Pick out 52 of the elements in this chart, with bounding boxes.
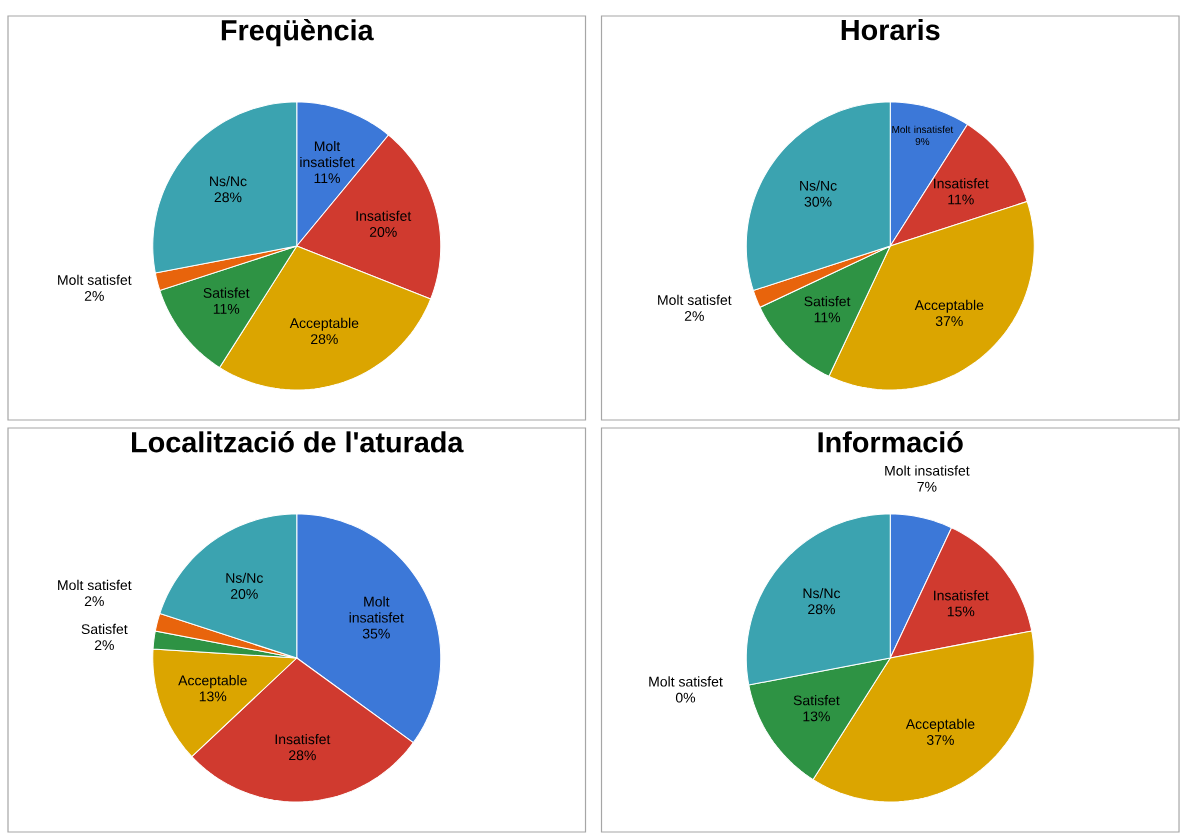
- data-label: 35%: [362, 628, 390, 639]
- slice-label: Acceptable: [914, 299, 984, 313]
- chart-title: Freqüència: [221, 19, 374, 47]
- slice-label: Molt insatisfet: [300, 140, 355, 168]
- data-label: 11%: [314, 173, 340, 184]
- data-label: 7%: [917, 481, 937, 492]
- slice-label: Ns/Nc: [800, 180, 837, 191]
- slice-label: Insatisfet: [275, 733, 331, 745]
- data-label: 28%: [808, 604, 835, 615]
- slice-label: Molt satisfet: [58, 579, 132, 591]
- slice-label: Molt insatisfet: [892, 125, 954, 134]
- data-label: 2%: [84, 291, 104, 301]
- data-label: 20%: [230, 589, 258, 599]
- category-label: Molt satisfet: [649, 676, 723, 687]
- chart-title: Informació: [818, 431, 963, 453]
- slice-label: Insatisfet: [934, 590, 989, 601]
- data-label: 2%: [94, 640, 114, 651]
- slice-label: Acceptable: [289, 317, 359, 331]
- slice-label: Insatisfet: [934, 178, 989, 189]
- slice-label: Satisfet: [81, 623, 128, 635]
- data-label: 37%: [935, 316, 963, 327]
- data-label: 11%: [213, 304, 240, 314]
- data-label: 28%: [311, 334, 338, 345]
- slice-label: Ns/Nc: [803, 587, 841, 599]
- slice-label: Acceptable: [178, 675, 247, 689]
- slice-label: Molt insatisfet: [885, 465, 970, 476]
- data-label: 11%: [948, 194, 974, 205]
- data-label: 13%: [199, 691, 227, 702]
- chart-title: Horaris: [841, 19, 940, 41]
- slice-label: Ns/Nc: [226, 572, 263, 583]
- data-label: 11%: [814, 312, 841, 323]
- slice-label: Molt satisfet: [58, 274, 132, 285]
- slice-label: Satisfet: [804, 296, 851, 307]
- data-label: 13%: [803, 711, 830, 722]
- data-label: 28%: [289, 750, 316, 761]
- slice-label: Satisfet: [793, 695, 840, 706]
- data-label: 2%: [684, 311, 704, 321]
- slice-label: Acceptable: [905, 718, 975, 732]
- chart-title: Localització de l'aturada: [132, 431, 464, 453]
- data-label: 20%: [369, 227, 397, 237]
- data-label: 28%: [214, 192, 242, 203]
- slice-label: Ns/Nc: [210, 175, 247, 187]
- slice-label: Satisfet: [203, 287, 250, 298]
- data-label: 15%: [947, 606, 975, 617]
- slice-label: Molt satisfet: [658, 294, 732, 305]
- data-label: 2%: [84, 596, 104, 607]
- data-label: 9%: [915, 137, 930, 146]
- text: 0%: [675, 692, 696, 703]
- data-label: 37%: [926, 735, 954, 745]
- slice-label: Insatisfet: [356, 210, 412, 221]
- data-label: 30%: [804, 196, 832, 207]
- slice-label: Molt insatisfet: [349, 596, 404, 623]
